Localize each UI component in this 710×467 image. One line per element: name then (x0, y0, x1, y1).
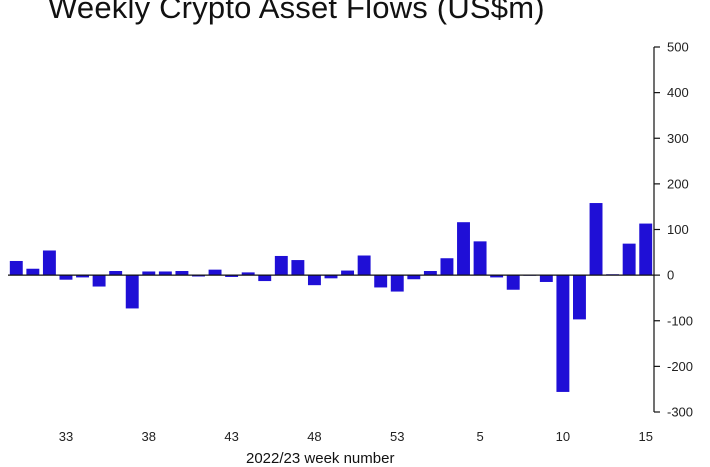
y-tick-label: 200 (667, 176, 689, 191)
x-tick-label: 33 (59, 429, 73, 444)
bar-week-33 (59, 275, 73, 280)
bar-week-35 (92, 275, 106, 287)
bar-week-2 (423, 271, 437, 276)
bar-week-4 (457, 222, 470, 276)
bar-week-15 (639, 223, 653, 276)
bar-week-48 (307, 275, 321, 286)
bar-week-3 (440, 258, 454, 276)
bar-week-42 (208, 269, 222, 276)
bar-week-37 (125, 275, 139, 309)
bar-week-34 (76, 275, 89, 278)
bar-week-6 (490, 275, 504, 278)
bar-week-40 (175, 271, 189, 276)
bar-week-44 (241, 272, 255, 276)
bar-week-5 (473, 241, 487, 276)
bar-week-47 (291, 260, 305, 276)
bar-week-43 (225, 275, 239, 277)
bar-week-10 (556, 275, 570, 392)
bars-group (9, 203, 653, 392)
bar-week-49 (324, 275, 338, 279)
bar-week-39 (158, 271, 172, 276)
bar-week-32 (42, 250, 56, 276)
x-tick-label: 38 (142, 429, 156, 444)
y-tick-label: 400 (667, 85, 689, 100)
bar-week-50 (341, 270, 355, 276)
chart-title: Weekly Crypto Asset Flows (US$m) (48, 0, 545, 25)
x-tick-label: 15 (638, 429, 652, 444)
x-tick-label: 5 (476, 429, 483, 444)
bar-week-38 (142, 271, 156, 276)
y-tick-label: 100 (667, 222, 689, 237)
bar-week-11 (573, 275, 586, 320)
bar-week-7 (506, 275, 520, 290)
bar-week-14 (622, 243, 636, 276)
y-tick-label: -300 (667, 405, 693, 420)
y-tick-label: 0 (667, 268, 674, 283)
y-tick-label: 300 (667, 131, 689, 146)
bar-week-9 (539, 275, 553, 282)
x-axis-ticks: 33 38 43 48 53 5 10 15 (59, 429, 653, 444)
bar-week-53 (390, 275, 404, 292)
x-tick-label: 53 (390, 429, 404, 444)
bar-week-1 (407, 275, 421, 280)
bar-week-31 (26, 268, 40, 276)
bar-week-30 (9, 260, 23, 276)
bar-week-52 (374, 275, 388, 288)
y-axis-ticks: 500 400 300 200 100 0 -100 -200 -300 (654, 40, 693, 420)
bar-week-45 (258, 275, 272, 282)
bar-week-46 (274, 255, 288, 276)
bar-week-36 (109, 271, 123, 276)
bar-week-12 (589, 203, 603, 276)
y-tick-label: 500 (667, 40, 689, 55)
bar-week-41 (192, 275, 205, 277)
y-tick-label: -100 (667, 313, 693, 328)
x-tick-label: 48 (307, 429, 321, 444)
x-tick-label: 10 (556, 429, 570, 444)
y-tick-label: -200 (667, 359, 693, 374)
bar-week-51 (357, 255, 371, 276)
x-tick-label: 43 (224, 429, 238, 444)
